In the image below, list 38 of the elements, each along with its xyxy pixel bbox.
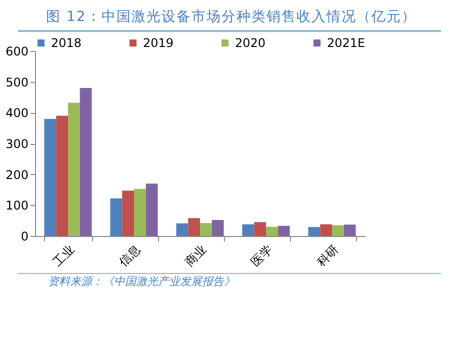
chart-title: 图 12：中国激光设备市场分种类销售收入情况（亿元） <box>18 0 441 32</box>
y-tick-label: 200 <box>6 168 28 182</box>
bar <box>254 222 266 236</box>
y-tick-label: 600 <box>6 44 28 58</box>
bar <box>200 223 212 236</box>
bar <box>134 188 146 236</box>
bar <box>308 227 320 236</box>
bar <box>212 220 224 236</box>
bar <box>278 226 290 236</box>
x-tick-label: 商业 <box>182 242 209 269</box>
y-tick-label: 0 <box>20 230 28 244</box>
bar <box>110 198 122 236</box>
y-tick-label: 500 <box>6 75 28 90</box>
bar <box>146 184 158 236</box>
legend-label: 2020 <box>235 36 266 50</box>
bar <box>80 88 92 236</box>
x-tick-label: 科研 <box>314 242 341 269</box>
legend-label: 2021E <box>327 36 366 50</box>
x-tick-label: 医学 <box>248 242 275 269</box>
y-tick-label: 100 <box>6 198 28 213</box>
bar <box>68 102 80 236</box>
bar <box>122 190 134 236</box>
legend-label: 2018 <box>51 36 82 50</box>
bar <box>320 224 332 236</box>
x-tick-label: 工业 <box>50 242 77 269</box>
bar <box>332 225 344 236</box>
bar <box>44 118 56 236</box>
y-tick-label: 400 <box>6 106 28 120</box>
y-tick-label: 300 <box>6 137 28 151</box>
text: 资料来源：《中国激光产业发展报告》 <box>18 273 441 289</box>
legend-label: 2019 <box>143 36 174 50</box>
bar <box>344 224 356 236</box>
bar <box>56 116 68 236</box>
bar <box>266 226 278 236</box>
bar <box>242 224 254 236</box>
bar <box>188 218 200 236</box>
x-tick-label: 信息 <box>116 242 143 269</box>
bar <box>176 223 188 236</box>
